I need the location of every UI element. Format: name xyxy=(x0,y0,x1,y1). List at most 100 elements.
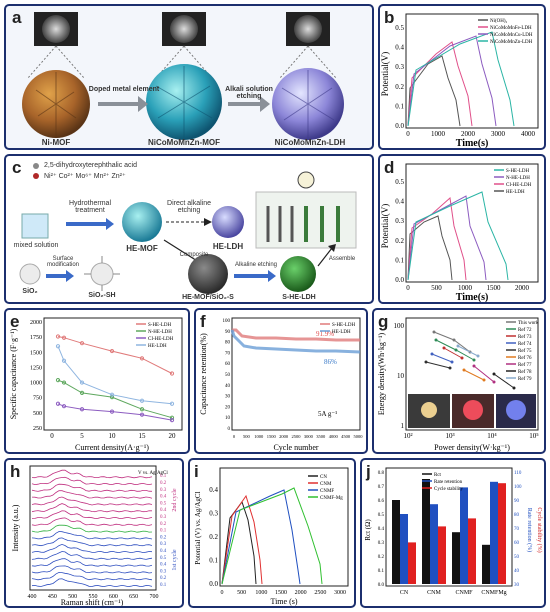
chart-g-legend-item: This work xyxy=(518,321,539,326)
chart-g-xtick: 10⁵ xyxy=(529,432,539,440)
chart-e-legend-item: N-HE-LDH xyxy=(148,330,172,335)
chart-h-potential-label: 0.4 xyxy=(160,495,167,500)
chart-i-legend-item: CNMF-Mg xyxy=(320,496,343,501)
chart-d-curve-2 xyxy=(407,197,467,281)
chart-h-potential-label: 0.3 xyxy=(160,488,167,493)
step-composite: Composite xyxy=(179,252,209,258)
chart-g-xtick: 10³ xyxy=(445,432,454,440)
chart-d-xlabel: Time(s) xyxy=(456,292,489,302)
chart-g-line xyxy=(473,365,495,383)
chart-d-ylabel: Potential(V) xyxy=(380,204,390,249)
chart-f-ytick: 70 xyxy=(225,351,231,356)
chart-j: 0.0 0.1 0.2 0.3 0.4 0.5 0.6 0.7 0.8 30 40 50 60 70 80 9… xyxy=(364,467,543,596)
chart-d-legend-item: N-HE-LDH xyxy=(506,176,530,181)
panel-label-e: e xyxy=(10,312,20,331)
panel-b: b 0.0 0.1 0.2 0.3 0.4 0.5 0 1000 2000 3000 4000 Po… xyxy=(378,4,546,150)
panel-label-g: g xyxy=(378,312,389,331)
chart-h-xlabel: Raman shift (cm⁻¹) xyxy=(61,598,124,606)
chart-j-y2label: Rate retention (%) xyxy=(526,508,533,552)
chart-j-ytick: 0.6 xyxy=(378,499,385,504)
step-hydrothermal: Hydrothermal treatment xyxy=(68,200,111,214)
chart-f-ytick: 30 xyxy=(225,395,231,400)
chart-h-potential-label: 0.4 xyxy=(160,508,167,513)
chart-i-xtick: 0 xyxy=(221,590,224,596)
chart-f-ytick: 100 xyxy=(223,319,231,324)
chart-e-ytick: 250 xyxy=(33,426,42,432)
chart-d-xtick: 500 xyxy=(431,284,442,292)
chart-g: 1 10 100 10² 10³ 10⁴ 10⁵ Energy density(Wh·kg⁻… xyxy=(377,317,539,452)
chart-g-legend-item: Ref 78 xyxy=(518,370,532,375)
chart-b-legend-item: NiCoMoMnCu-LDH xyxy=(490,33,533,38)
chart-h-spectrum xyxy=(31,531,153,540)
chart-d-ytick: 0.1 xyxy=(395,256,404,264)
chart-b-curve-2 xyxy=(407,41,473,127)
chart-h-xtick: 700 xyxy=(150,594,159,600)
chart-h-potential-label: 0.2 xyxy=(160,576,167,581)
chart-h-spectrum xyxy=(31,510,153,520)
chart-j-ytick: 0.4 xyxy=(378,527,385,532)
chart-j-bar-rct xyxy=(392,500,400,584)
chart-g-line xyxy=(493,373,515,389)
chart-i-legend-item: CN xyxy=(320,475,327,480)
chart-i-curve-cnm xyxy=(221,494,263,585)
chart-j-legend-item: Cycle stability xyxy=(434,487,464,492)
chart-j-bar-rate xyxy=(430,504,438,584)
chart-f-ytick: 20 xyxy=(225,405,231,410)
chart-j-y3label: Cycle stability (%) xyxy=(536,507,543,552)
chart-e-ytick: 1750 xyxy=(30,335,42,341)
chart-f-legend-item: HE-LDH xyxy=(332,330,351,335)
panel-label-j: j xyxy=(366,462,371,481)
chart-d-xtick: 1000 xyxy=(458,284,473,292)
chart-b-xlabel: Time(s) xyxy=(456,138,489,148)
panel-label-a: a xyxy=(12,8,22,27)
chart-f-xtick: 1500 xyxy=(267,434,277,439)
chart-j-bar-rct xyxy=(482,544,490,584)
chart-f-legend-item: S-HE-LDH xyxy=(332,323,355,328)
chart-b-ytick: 0.0 xyxy=(395,122,404,130)
chart-e: 250 500 750 1000 1250 1500 1750 2000 0 5 10 15 20 Sp… xyxy=(9,317,183,452)
chart-h-spectrum xyxy=(31,476,153,486)
chart-e-point xyxy=(55,344,61,349)
chart-f-ytick: 10 xyxy=(225,416,231,421)
chart-f-ytick: 80 xyxy=(225,341,231,346)
caption-ldh: NiCoMoMnZn-LDH xyxy=(274,138,346,147)
chart-g-line xyxy=(435,339,475,361)
chart-e-ytick: 2000 xyxy=(30,320,42,326)
chart-j-ytick: 0.5 xyxy=(378,513,385,518)
chart-d-curve-4 xyxy=(407,191,509,281)
panel-i: i 0.0 0.1 0.2 0.3 0.4 0 500 1000 1500 2000 2500 300… xyxy=(188,458,356,608)
chart-b-curve-4 xyxy=(407,31,515,127)
chart-h-spectrum xyxy=(31,565,153,574)
chart-e-point xyxy=(55,401,61,406)
chart-b-ytick: 0.2 xyxy=(395,83,404,91)
chart-g-legend-item: Ref 74 xyxy=(518,342,532,347)
chart-b-legend-item: Ni(OH)₂ xyxy=(490,19,508,24)
chart-j-category: CNMFMg xyxy=(481,590,506,596)
chart-h-spectrum xyxy=(31,578,153,588)
chart-b-xtick: 3000 xyxy=(491,130,506,138)
chart-b-xtick: 1000 xyxy=(431,130,446,138)
chart-i-curve-cn xyxy=(221,500,257,585)
chart-i-ytick: 0.2 xyxy=(209,533,218,541)
chart-f-ann1: 91.9% xyxy=(316,330,334,338)
chart-i-legend-item: CNMF xyxy=(320,489,334,494)
step-assemble: Assemble xyxy=(328,256,356,262)
chart-d-ytick: 0.5 xyxy=(395,178,404,186)
chart-f-xtick: 500 xyxy=(243,434,251,439)
chart-h-xtick: 450 xyxy=(48,594,57,600)
chart-d-ytick: 0.4 xyxy=(395,198,404,206)
chart-j-category: CNMF xyxy=(455,590,473,596)
chart-f-xtick: 0 xyxy=(233,434,236,439)
chart-i-xtick: 2000 xyxy=(295,590,307,596)
chart-g-legend-item: Ref 76 xyxy=(518,356,532,361)
chart-h: 400 450 500 550 600 650 7000.10.20.30.40.50.40… xyxy=(11,465,178,606)
panel-f: f 0 10 20 30 40 50 60 70 80 90 100 0 500 1000 1500 2000… xyxy=(194,308,368,454)
chart-i-ytick: 0.3 xyxy=(209,510,218,518)
chart-e-line xyxy=(57,336,173,374)
caption-step-etching: Alkali solution etching xyxy=(225,86,273,100)
chart-h-potential-label: 0.4 xyxy=(160,549,167,554)
chart-f-ytick: 40 xyxy=(225,384,231,389)
chart-i-curve-cnmf xyxy=(221,489,301,585)
chart-d-legend-item: S-HE-LDH xyxy=(506,169,529,174)
